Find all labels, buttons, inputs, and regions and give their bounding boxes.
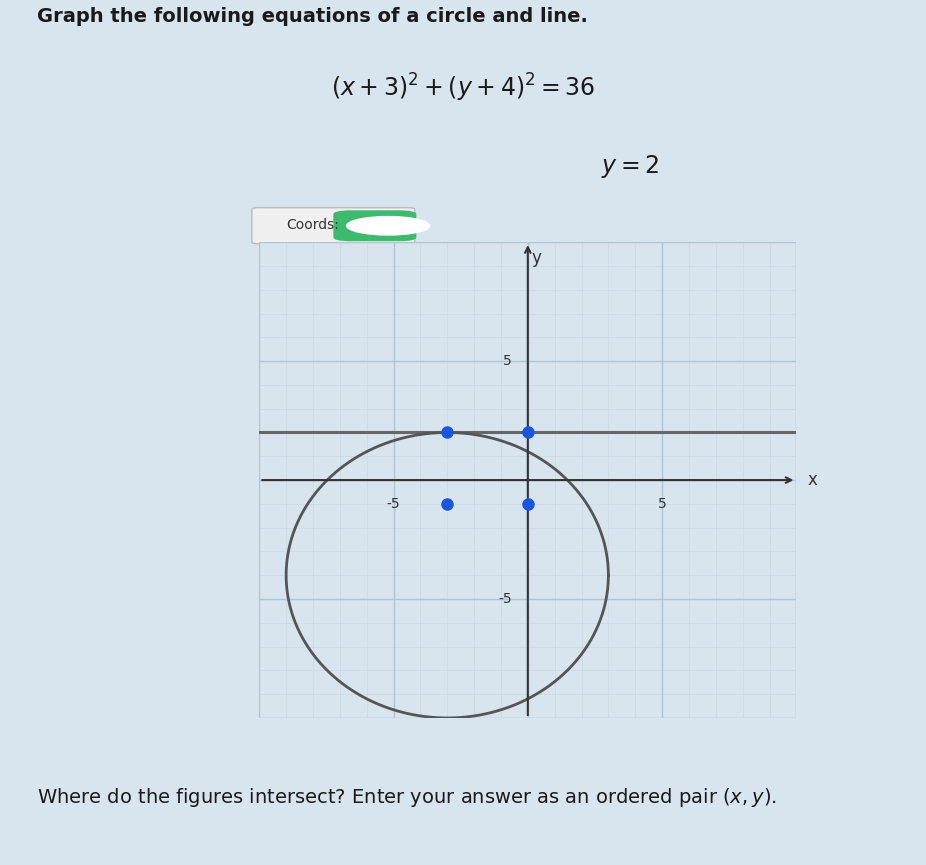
Text: y: y	[531, 249, 541, 267]
Text: -5: -5	[387, 497, 400, 510]
Text: $(x+3)^2+(y+4)^2=36$: $(x+3)^2+(y+4)^2=36$	[331, 72, 595, 104]
Text: 5: 5	[503, 354, 512, 368]
Text: Coords:: Coords:	[286, 218, 339, 232]
FancyBboxPatch shape	[252, 208, 415, 244]
Text: $y=2$: $y=2$	[601, 153, 658, 180]
Text: Graph the following equations of a circle and line.: Graph the following equations of a circl…	[37, 7, 588, 26]
FancyBboxPatch shape	[333, 210, 417, 241]
Text: Where do the figures intersect? Enter your answer as an ordered pair $(x,y)$.: Where do the figures intersect? Enter yo…	[37, 786, 777, 810]
Text: x: x	[807, 471, 817, 489]
Circle shape	[346, 216, 430, 235]
Text: 5: 5	[657, 497, 667, 510]
Text: -5: -5	[498, 592, 512, 606]
